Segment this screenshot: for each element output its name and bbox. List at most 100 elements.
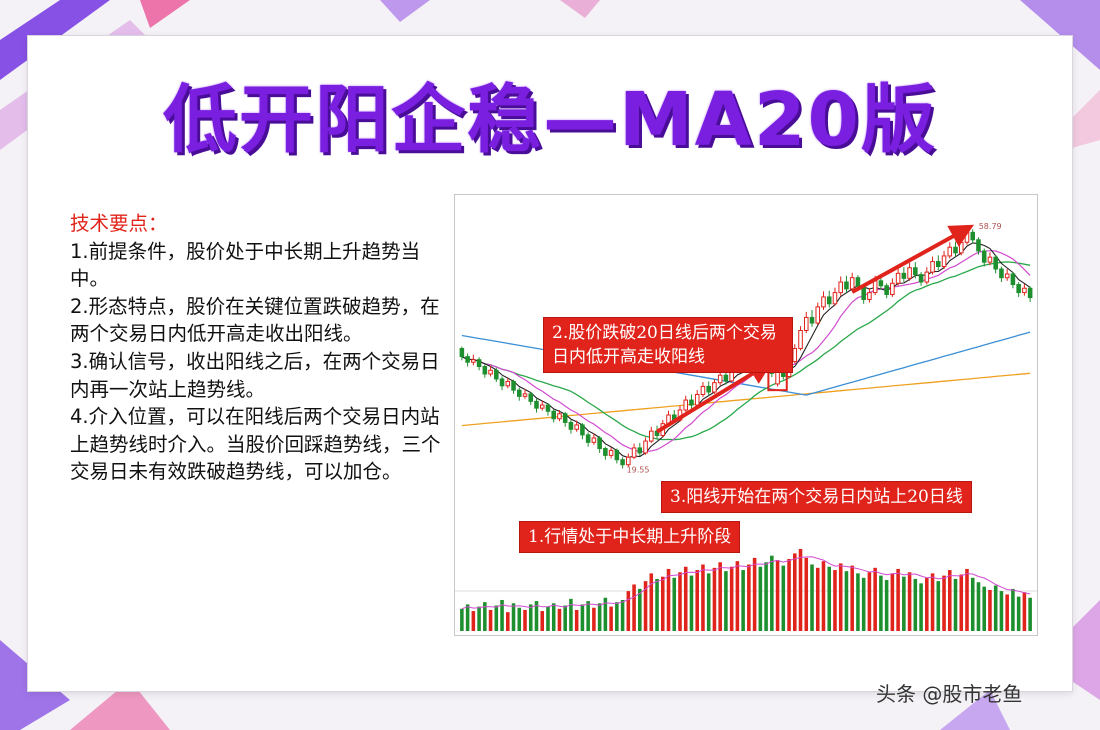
volume-bar (930, 573, 935, 631)
page-title: 低开阳企稳—MA20版 (163, 77, 937, 163)
volume-bar (574, 609, 579, 631)
volume-bar (879, 575, 883, 631)
candle-body (867, 292, 872, 300)
candle-body (545, 404, 551, 412)
volume-bar (494, 605, 499, 631)
volume-bar (873, 567, 877, 631)
candle-body (603, 448, 608, 456)
volume-bar (942, 575, 946, 631)
candle-body (620, 459, 625, 466)
point-3: 3.确认信号，收出阳线之后，在两个交易日内再一次站上趋势线。 (70, 349, 440, 401)
candle-body (907, 267, 912, 279)
volume-bar (638, 588, 642, 631)
technical-points: 技术要点： 1.前提条件，股价处于中长期上升趋势当中。 2.形态特点，股价在关键… (70, 210, 442, 486)
volume-bar (919, 583, 923, 631)
volume-bar (706, 573, 711, 631)
callout-ma20-break-text: 2.股价跌破20日线后两个交易日内低开高走收阳线 (552, 323, 777, 367)
volume-bar (775, 560, 780, 631)
volume-bar (925, 577, 929, 631)
ma10-line (461, 250, 1031, 453)
volume-bar (465, 604, 470, 631)
volume-bar (1011, 588, 1015, 631)
candle-body (953, 246, 958, 254)
volume-bar (655, 578, 659, 631)
candle-body (936, 261, 941, 268)
candle-body (643, 440, 648, 454)
candle-body (976, 239, 981, 252)
volume-bar (701, 564, 705, 631)
candle-body (649, 430, 654, 442)
volume-bar (534, 601, 539, 631)
volume-bar (672, 577, 677, 631)
candle-body (844, 281, 849, 290)
volume-bar (540, 611, 545, 631)
volume-bar (488, 609, 493, 631)
volume-bar (907, 572, 912, 631)
candle-body (964, 231, 970, 243)
volume-bar (884, 580, 889, 631)
candle-body (562, 413, 568, 423)
volume-bar (506, 612, 510, 631)
candle-body (941, 255, 947, 268)
volume-bar (861, 577, 866, 631)
volume-bar (821, 561, 826, 631)
volume-bar (517, 607, 522, 631)
volume-bar (729, 566, 734, 631)
candle-body (516, 389, 522, 397)
points-heading: 技术要点： (70, 212, 168, 235)
volume-bar (770, 555, 774, 631)
volume-bar (913, 578, 918, 631)
candle-body (700, 385, 706, 395)
candle-body (792, 348, 798, 363)
volume-bar (557, 608, 562, 631)
stock-chart: 58.79 19.55 2.股价跌破20日线后两个交易日内低开高走收阳线 3.阳线… (454, 194, 1038, 636)
candle-body (815, 306, 821, 324)
volume-bar (523, 609, 527, 631)
volume-bar (764, 562, 768, 631)
candle-body (488, 369, 493, 375)
volume-ma-line (461, 556, 1031, 610)
candle-body (574, 424, 579, 430)
candle-body (597, 437, 602, 450)
volume-bar (718, 562, 722, 631)
candle-body (534, 400, 539, 409)
volume-bar (528, 604, 533, 631)
volume-bar (999, 591, 1004, 631)
candle-body (717, 374, 723, 384)
candle-body (809, 316, 815, 324)
volume-bar (511, 603, 516, 631)
volume-bar (988, 590, 992, 631)
callout-ma20-break: 2.股价跌破20日线后两个交易日内低开高走收阳线 (543, 317, 793, 373)
candle-body (626, 456, 631, 466)
volume-bar (620, 599, 625, 631)
candle-body (884, 285, 889, 295)
point-4: 4.介入位置，可以在阳线后两个交易日内站上趋势线时介入。当股价回踩趋势线，三个交… (70, 405, 441, 484)
volume-bar (580, 604, 585, 631)
candle-body (706, 385, 711, 393)
candle-body (1010, 273, 1016, 286)
candle-body (855, 277, 861, 287)
volume-bar (833, 570, 837, 631)
candle-body (631, 447, 637, 458)
candle-body (471, 359, 476, 363)
volume-bar (643, 581, 648, 631)
candle-body (568, 421, 574, 430)
candle-body (580, 424, 585, 436)
volume-bar (1028, 597, 1032, 631)
candle-body (890, 282, 895, 295)
volume-bar (597, 603, 602, 631)
volume-bar (471, 611, 476, 631)
candle-body (826, 296, 832, 305)
volume-bar (827, 566, 832, 631)
volume-bar (970, 577, 975, 631)
candle-body (872, 280, 878, 294)
candle-body (999, 268, 1004, 279)
candle-body (465, 356, 470, 363)
volume-bar (695, 570, 699, 631)
candle-body (689, 399, 694, 406)
candle-body (1027, 287, 1033, 299)
low-price-label: 19.55 (627, 465, 650, 474)
volume-bar (890, 573, 895, 631)
volume-bar (649, 573, 654, 631)
candle-body (1004, 273, 1010, 279)
